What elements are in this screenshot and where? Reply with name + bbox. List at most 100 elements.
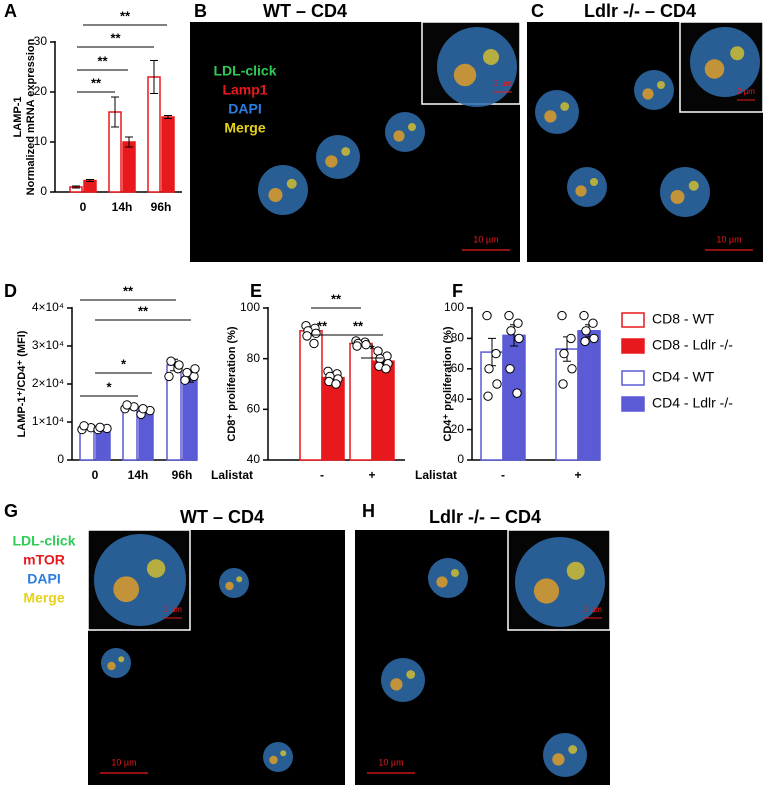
data-point — [558, 379, 568, 389]
cell-spot — [451, 569, 459, 577]
cell — [316, 135, 360, 179]
y-tick-label: 40 — [247, 452, 261, 466]
y-tick-label: 60 — [451, 361, 465, 375]
legend-swatch — [621, 312, 645, 328]
channel-label: Merge — [23, 590, 64, 606]
cell-spot — [393, 130, 405, 142]
inset-scale-label: 2 µm — [584, 605, 602, 614]
cell-spot — [341, 147, 351, 156]
channel-label: DAPI — [27, 571, 60, 587]
legend-label: CD4 - WT — [652, 369, 715, 385]
cell-spot — [544, 110, 557, 123]
cell — [381, 658, 425, 702]
legend-swatch — [621, 338, 645, 354]
legend-label: CD8 - WT — [652, 311, 715, 327]
x-tick-label: - — [501, 468, 505, 482]
significance-label: ** — [110, 30, 121, 45]
x-tick-label: 96h — [172, 468, 193, 482]
cell-spot — [533, 578, 560, 604]
y-axis-label: CD4⁺ proliferation (%) — [442, 326, 454, 442]
cell-spot — [236, 576, 243, 583]
cell-spot — [325, 155, 338, 168]
inset-scale-label: 2 µm — [494, 79, 512, 88]
cell-spot — [436, 576, 448, 588]
panel-letter: G — [4, 501, 18, 521]
cell-spot — [688, 180, 699, 191]
y-tick-label: 1×10⁴ — [32, 414, 64, 428]
y-tick-label: 2×10⁴ — [32, 376, 64, 390]
data-point — [138, 404, 148, 414]
data-point — [589, 333, 599, 344]
data-point — [483, 391, 493, 401]
error-bar — [125, 136, 133, 148]
data-point — [505, 364, 515, 374]
panel-letter: F — [452, 281, 463, 301]
bar — [122, 141, 136, 193]
y-tick-label: 100 — [444, 300, 464, 314]
cell-spot — [280, 750, 287, 757]
channel-label: mTOR — [23, 552, 65, 568]
y-tick-label: 0 — [57, 452, 64, 466]
cell — [94, 534, 186, 626]
data-point — [302, 331, 312, 341]
channel-label: Merge — [224, 120, 265, 136]
cell-spot — [552, 753, 565, 766]
cell-spot — [575, 185, 587, 197]
cell-spot — [113, 576, 140, 603]
cell-spot — [566, 561, 585, 580]
image-title: WT – CD4 — [180, 507, 264, 527]
x-tick-label: 14h — [128, 468, 149, 482]
y-tick-label: 30 — [34, 34, 48, 48]
data-point — [180, 375, 190, 385]
legend-label: CD8 - Ldlr -/- — [652, 337, 733, 353]
cell — [437, 27, 517, 107]
significance-label: ** — [138, 303, 149, 318]
data-point — [381, 364, 391, 374]
y-axis-label: LAMP-1 — [12, 97, 24, 138]
data-point — [95, 422, 105, 433]
x-axis-label: Lalistat — [415, 468, 457, 482]
y-tick-label: 100 — [240, 300, 260, 314]
cell-spot — [453, 63, 477, 87]
significance-label: ** — [331, 291, 342, 306]
data-point — [579, 310, 589, 321]
cell — [385, 112, 425, 152]
data-point — [331, 379, 341, 389]
cell-spot — [146, 559, 166, 578]
cell — [567, 167, 607, 207]
y-axis-label: Normalized mRNA expression — [25, 38, 37, 195]
data-point — [491, 348, 501, 359]
data-point — [182, 367, 192, 378]
panel-letter: B — [194, 1, 207, 21]
x-tick-label: - — [320, 468, 324, 482]
cell-spot — [408, 123, 416, 131]
significance-label: ** — [91, 75, 102, 90]
data-point — [309, 338, 319, 349]
cell — [535, 90, 579, 134]
data-point — [482, 310, 492, 321]
panel-letter: A — [4, 1, 17, 21]
y-axis-label: CD8⁺ proliferation (%) — [226, 326, 238, 442]
y-tick-label: 0 — [40, 184, 47, 198]
y-tick-label: 80 — [451, 331, 465, 345]
x-tick-label: 0 — [80, 200, 87, 214]
error-bar — [164, 115, 172, 119]
data-point — [484, 364, 494, 374]
cell — [660, 167, 710, 217]
bar — [349, 342, 373, 461]
error-bar — [150, 60, 158, 94]
scale-label: 10 µm — [111, 757, 136, 767]
channel-label: Lamp1 — [222, 82, 267, 98]
y-tick-label: 10 — [34, 134, 48, 148]
cell-spot — [568, 745, 578, 754]
cell-spot — [107, 661, 116, 671]
data-point — [559, 348, 569, 359]
image-title: WT – CD4 — [263, 1, 347, 21]
scale-label: 10 µm — [473, 234, 498, 244]
bar — [83, 179, 97, 193]
significance-label: ** — [317, 318, 328, 333]
bar — [577, 330, 601, 461]
y-tick-label: 4×10⁴ — [32, 300, 64, 314]
bar — [122, 406, 138, 461]
